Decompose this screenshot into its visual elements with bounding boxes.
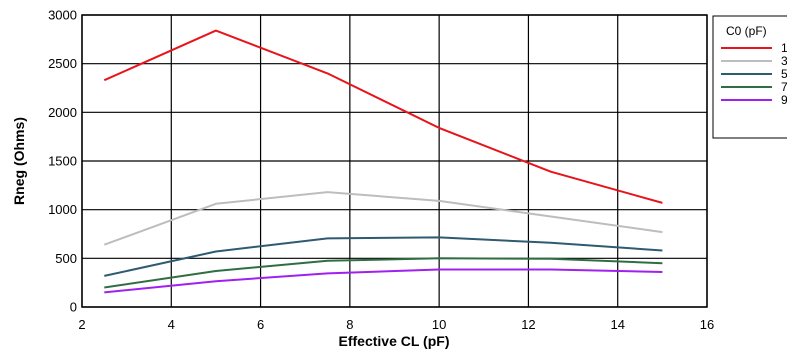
x-tick-label: 4 (168, 317, 175, 332)
y-tick-label: 0 (70, 300, 77, 315)
series-line-7 (104, 257, 663, 289)
x-tick-label: 6 (257, 317, 264, 332)
series-layer (103, 29, 663, 294)
series-line-5 (104, 236, 663, 277)
ticks-layer: 2 4 6 8 10 12 14 16 0 500 1000 1500 2000 2500 3000 (48, 8, 714, 333)
x-tick-label: 12 (521, 317, 535, 332)
legend-label-9: 9 (781, 93, 787, 107)
y-tick-label: 1500 (48, 154, 77, 169)
y-tick-label: 2500 (48, 56, 77, 71)
x-tick-label: 14 (610, 317, 624, 332)
legend-label-7: 7 (781, 80, 787, 94)
series-line-1 (103, 29, 663, 204)
legend-box (712, 15, 787, 139)
series-line-3 (103, 191, 663, 246)
x-tick-label: 10 (432, 317, 446, 332)
y-tick-label: 2000 (48, 105, 77, 120)
y-tick-label: 3000 (48, 8, 77, 23)
y-tick-label: 1000 (48, 202, 77, 217)
y-tick-label: 500 (55, 251, 77, 266)
legend-title: C0 (pF) (726, 24, 767, 38)
legend-label-5: 5 (781, 67, 787, 81)
series-line-9 (104, 268, 663, 294)
x-tick-label: 8 (346, 317, 353, 332)
y-axis-title: Rneg (Ohms) (11, 117, 27, 205)
x-axis-title: Effective CL (pF) (339, 333, 450, 349)
grid-layer (81, 14, 708, 308)
x-tick-label: 16 (700, 317, 714, 332)
x-tick-label: 2 (78, 317, 85, 332)
plot-frame (81, 14, 708, 308)
legend-label-1: 1 (781, 41, 787, 55)
legend-label-3: 3 (781, 54, 787, 68)
